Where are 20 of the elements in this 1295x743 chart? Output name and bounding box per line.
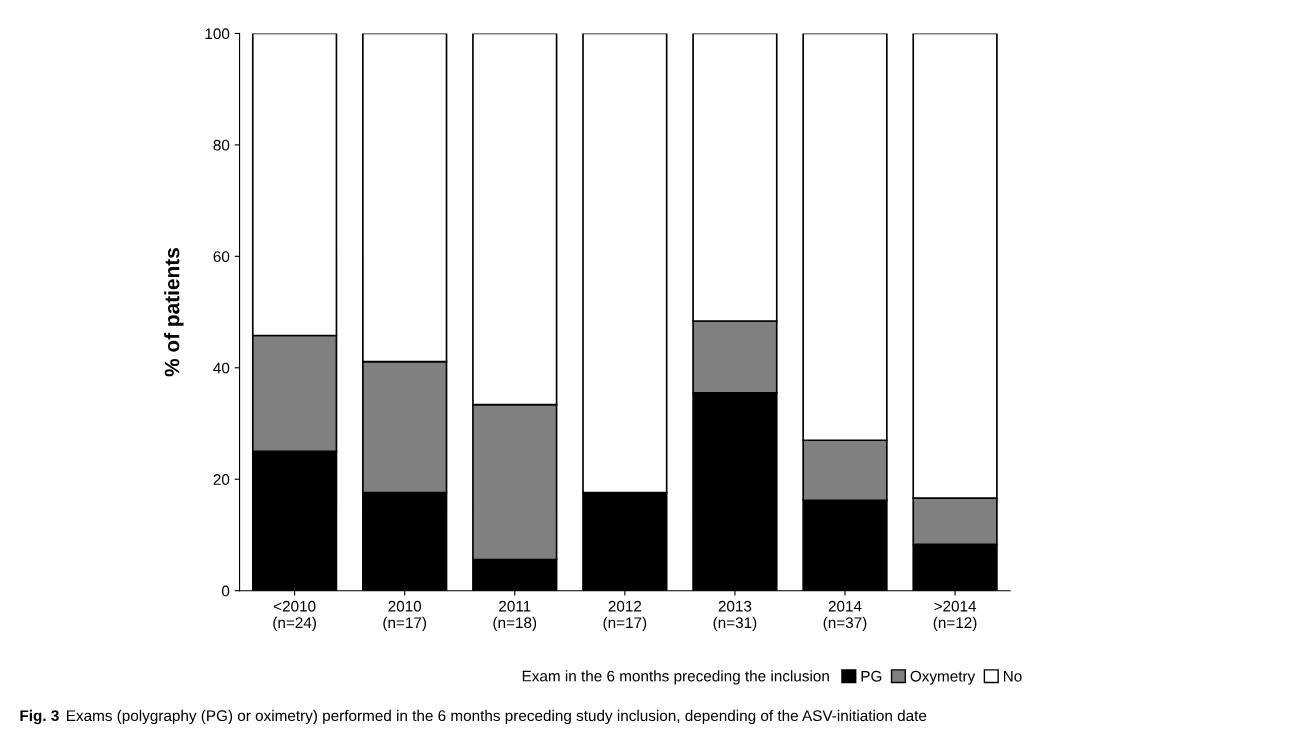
legend-label: No xyxy=(1003,670,1022,682)
y-tick-label: 40 xyxy=(213,362,230,374)
y-axis-title: % of patients xyxy=(164,248,184,377)
legend-label: PG xyxy=(861,670,882,682)
text: Exams (polygraphy (PG) or oximetry) performed in the 6 months preceding study inclusion, depending of the ASV-initiation date xyxy=(67,709,927,725)
caption: Fig. 3 xyxy=(20,709,59,725)
legend-title: Exam in the 6 months preceding the inclusion xyxy=(522,670,829,685)
y-tick-label: 20 xyxy=(213,474,230,485)
x-tick-label: 2010 (n=17) xyxy=(383,600,427,632)
x-tick-label: 2012 (n=17) xyxy=(603,600,647,632)
y-tick-label: 0 xyxy=(221,585,230,597)
x-tick-label: 2011 (n=18) xyxy=(493,600,537,632)
x-tick-label: 2013 (n=31) xyxy=(713,600,757,632)
x-tick-label: >2014 (n=12) xyxy=(933,600,977,632)
y-tick-label: 60 xyxy=(213,251,230,263)
legend-label: Oxymetry xyxy=(910,670,976,685)
x-tick-label: <2010 (n=24) xyxy=(273,600,316,632)
y-tick-label: 100 xyxy=(205,28,230,40)
y-tick-label: 80 xyxy=(213,139,230,151)
x-tick-label: 2014 (n=37) xyxy=(823,600,867,632)
